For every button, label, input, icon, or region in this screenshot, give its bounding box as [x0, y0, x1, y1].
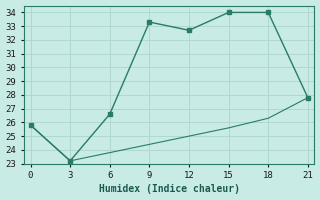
X-axis label: Humidex (Indice chaleur): Humidex (Indice chaleur) [99, 184, 240, 194]
